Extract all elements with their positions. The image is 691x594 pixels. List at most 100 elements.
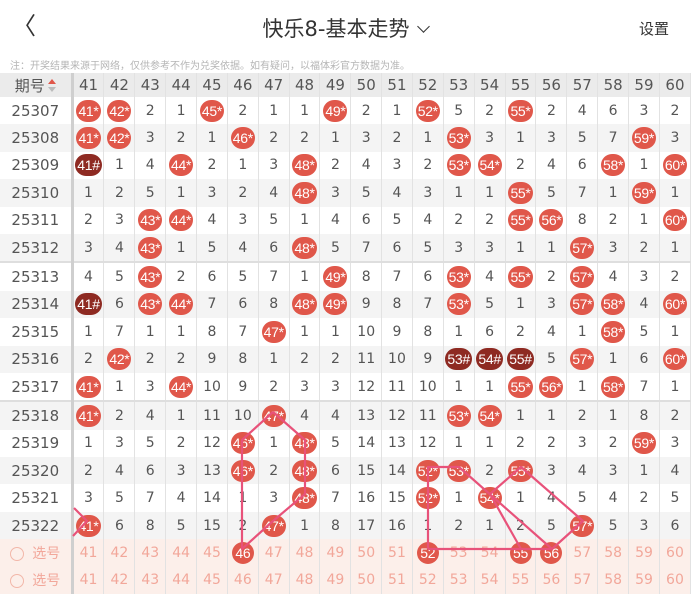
pick-number-56[interactable]: 56 <box>535 539 568 567</box>
pick-number-42[interactable]: 42 <box>103 566 136 594</box>
period-cell: 25313 <box>0 262 74 291</box>
radio-icon[interactable] <box>10 546 25 561</box>
omission-cell: 13 <box>196 457 228 485</box>
omission-cell: 1 <box>597 345 630 373</box>
number-ball: 57* <box>570 348 595 371</box>
pick-number-43[interactable]: 43 <box>134 539 167 567</box>
pick-number-41[interactable]: 41 <box>72 566 105 594</box>
pick-number-44[interactable]: 44 <box>165 539 198 567</box>
pick-row-label[interactable]: 选号 <box>0 539 74 567</box>
pick-number-57[interactable]: 57 <box>566 566 599 594</box>
omission-cell: 3 <box>134 372 167 403</box>
pick-number-48[interactable]: 48 <box>289 566 321 594</box>
omission-cell: 1 <box>597 401 630 430</box>
selected-ball[interactable]: 46 <box>231 541 254 564</box>
pick-number-51[interactable]: 51 <box>381 539 413 567</box>
omission-cell: 11 <box>381 372 413 403</box>
pick-row-label[interactable]: 选号 <box>0 566 74 594</box>
pick-number-52[interactable]: 52 <box>412 539 444 567</box>
omission-cell: 2 <box>566 401 599 430</box>
pick-number-54[interactable]: 54 <box>474 566 506 594</box>
omission-cell: 2 <box>72 457 105 485</box>
pick-number-47[interactable]: 47 <box>258 539 290 567</box>
omission-cell: 3 <box>258 151 290 180</box>
omission-cell: 17 <box>350 511 383 540</box>
selected-ball[interactable]: 52 <box>416 541 439 564</box>
omission-cell: 6 <box>597 97 630 125</box>
pick-number-60[interactable]: 60 <box>659 539 691 567</box>
column-header-58: 58 <box>597 73 630 97</box>
drawn-number-cell: 49* <box>319 97 352 125</box>
pick-number-53[interactable]: 53 <box>443 566 475 594</box>
omission-cell: 4 <box>535 151 568 180</box>
drawn-number-cell: 42* <box>103 124 136 152</box>
pick-number-60[interactable]: 60 <box>659 566 691 594</box>
drawn-number-cell: 60* <box>659 206 691 234</box>
sort-icon[interactable] <box>47 79 56 93</box>
pick-number-42[interactable]: 42 <box>103 539 136 567</box>
selected-ball[interactable]: 55 <box>509 541 532 564</box>
settings-button[interactable]: 设置 <box>638 20 669 38</box>
pick-number-58[interactable]: 58 <box>597 539 630 567</box>
pick-number-45[interactable]: 45 <box>196 566 228 594</box>
pick-number-48[interactable]: 48 <box>289 539 321 567</box>
omission-cell: 1 <box>289 511 321 540</box>
omission-cell: 6 <box>350 206 383 234</box>
pick-number-46[interactable]: 46 <box>227 566 259 594</box>
column-header-59: 59 <box>628 73 660 97</box>
number-ball: 53* <box>446 266 471 289</box>
omission-cell: 2 <box>474 457 506 485</box>
omission-cell: 5 <box>319 233 352 264</box>
drawn-number-cell: 54* <box>474 401 506 430</box>
omission-cell: 2 <box>72 345 105 373</box>
pick-number-44[interactable]: 44 <box>165 566 198 594</box>
pick-number-52[interactable]: 52 <box>412 566 444 594</box>
omission-cell: 1 <box>227 151 259 180</box>
drawn-number-cell: 53* <box>443 290 475 319</box>
pick-number-41[interactable]: 41 <box>72 539 105 567</box>
radio-icon[interactable] <box>10 574 25 589</box>
pick-number-59[interactable]: 59 <box>628 539 660 567</box>
drawn-number-cell: 58* <box>597 372 630 403</box>
pick-number-49[interactable]: 49 <box>319 539 352 567</box>
omission-cell: 1 <box>165 233 198 264</box>
omission-cell: 2 <box>103 179 136 207</box>
chevron-down-icon[interactable] <box>417 20 431 33</box>
omission-cell: 1 <box>72 179 105 207</box>
page-title[interactable]: 快乐8-基本走势 <box>0 13 691 43</box>
omission-cell: 3 <box>165 457 198 485</box>
omission-cell: 3 <box>381 151 413 180</box>
omission-cell: 2 <box>134 345 167 373</box>
pick-number-58[interactable]: 58 <box>597 566 630 594</box>
period-header[interactable]: 期号 <box>0 73 74 97</box>
omission-cell: 2 <box>597 206 630 234</box>
column-header-45: 45 <box>196 73 228 97</box>
pick-number-51[interactable]: 51 <box>381 566 413 594</box>
number-ball: 55* <box>508 459 533 482</box>
pick-number-55[interactable]: 55 <box>505 539 537 567</box>
pick-number-54[interactable]: 54 <box>474 539 506 567</box>
pick-number-55[interactable]: 55 <box>505 566 537 594</box>
omission-cell: 9 <box>227 372 259 403</box>
number-ball: 60* <box>662 348 688 371</box>
omission-cell: 2 <box>196 151 228 180</box>
column-header-52: 52 <box>412 73 444 97</box>
pick-number-57[interactable]: 57 <box>566 539 599 567</box>
pick-number-47[interactable]: 47 <box>258 566 290 594</box>
omission-cell: 3 <box>535 124 568 152</box>
pick-number-53[interactable]: 53 <box>443 539 475 567</box>
pick-number-43[interactable]: 43 <box>134 566 167 594</box>
pick-number-45[interactable]: 45 <box>196 539 228 567</box>
pick-number-46[interactable]: 46 <box>227 539 259 567</box>
pick-number-56[interactable]: 56 <box>535 566 568 594</box>
back-button[interactable]: 〈 <box>12 12 36 40</box>
omission-cell: 1 <box>381 97 413 125</box>
omission-cell: 3 <box>319 372 352 403</box>
pick-number-50[interactable]: 50 <box>350 566 383 594</box>
pick-number-59[interactable]: 59 <box>628 566 660 594</box>
omission-cell: 7 <box>227 318 259 346</box>
pick-number-50[interactable]: 50 <box>350 539 383 567</box>
number-ball: 52* <box>415 487 440 510</box>
pick-number-49[interactable]: 49 <box>319 566 352 594</box>
selected-ball[interactable]: 56 <box>540 541 563 564</box>
